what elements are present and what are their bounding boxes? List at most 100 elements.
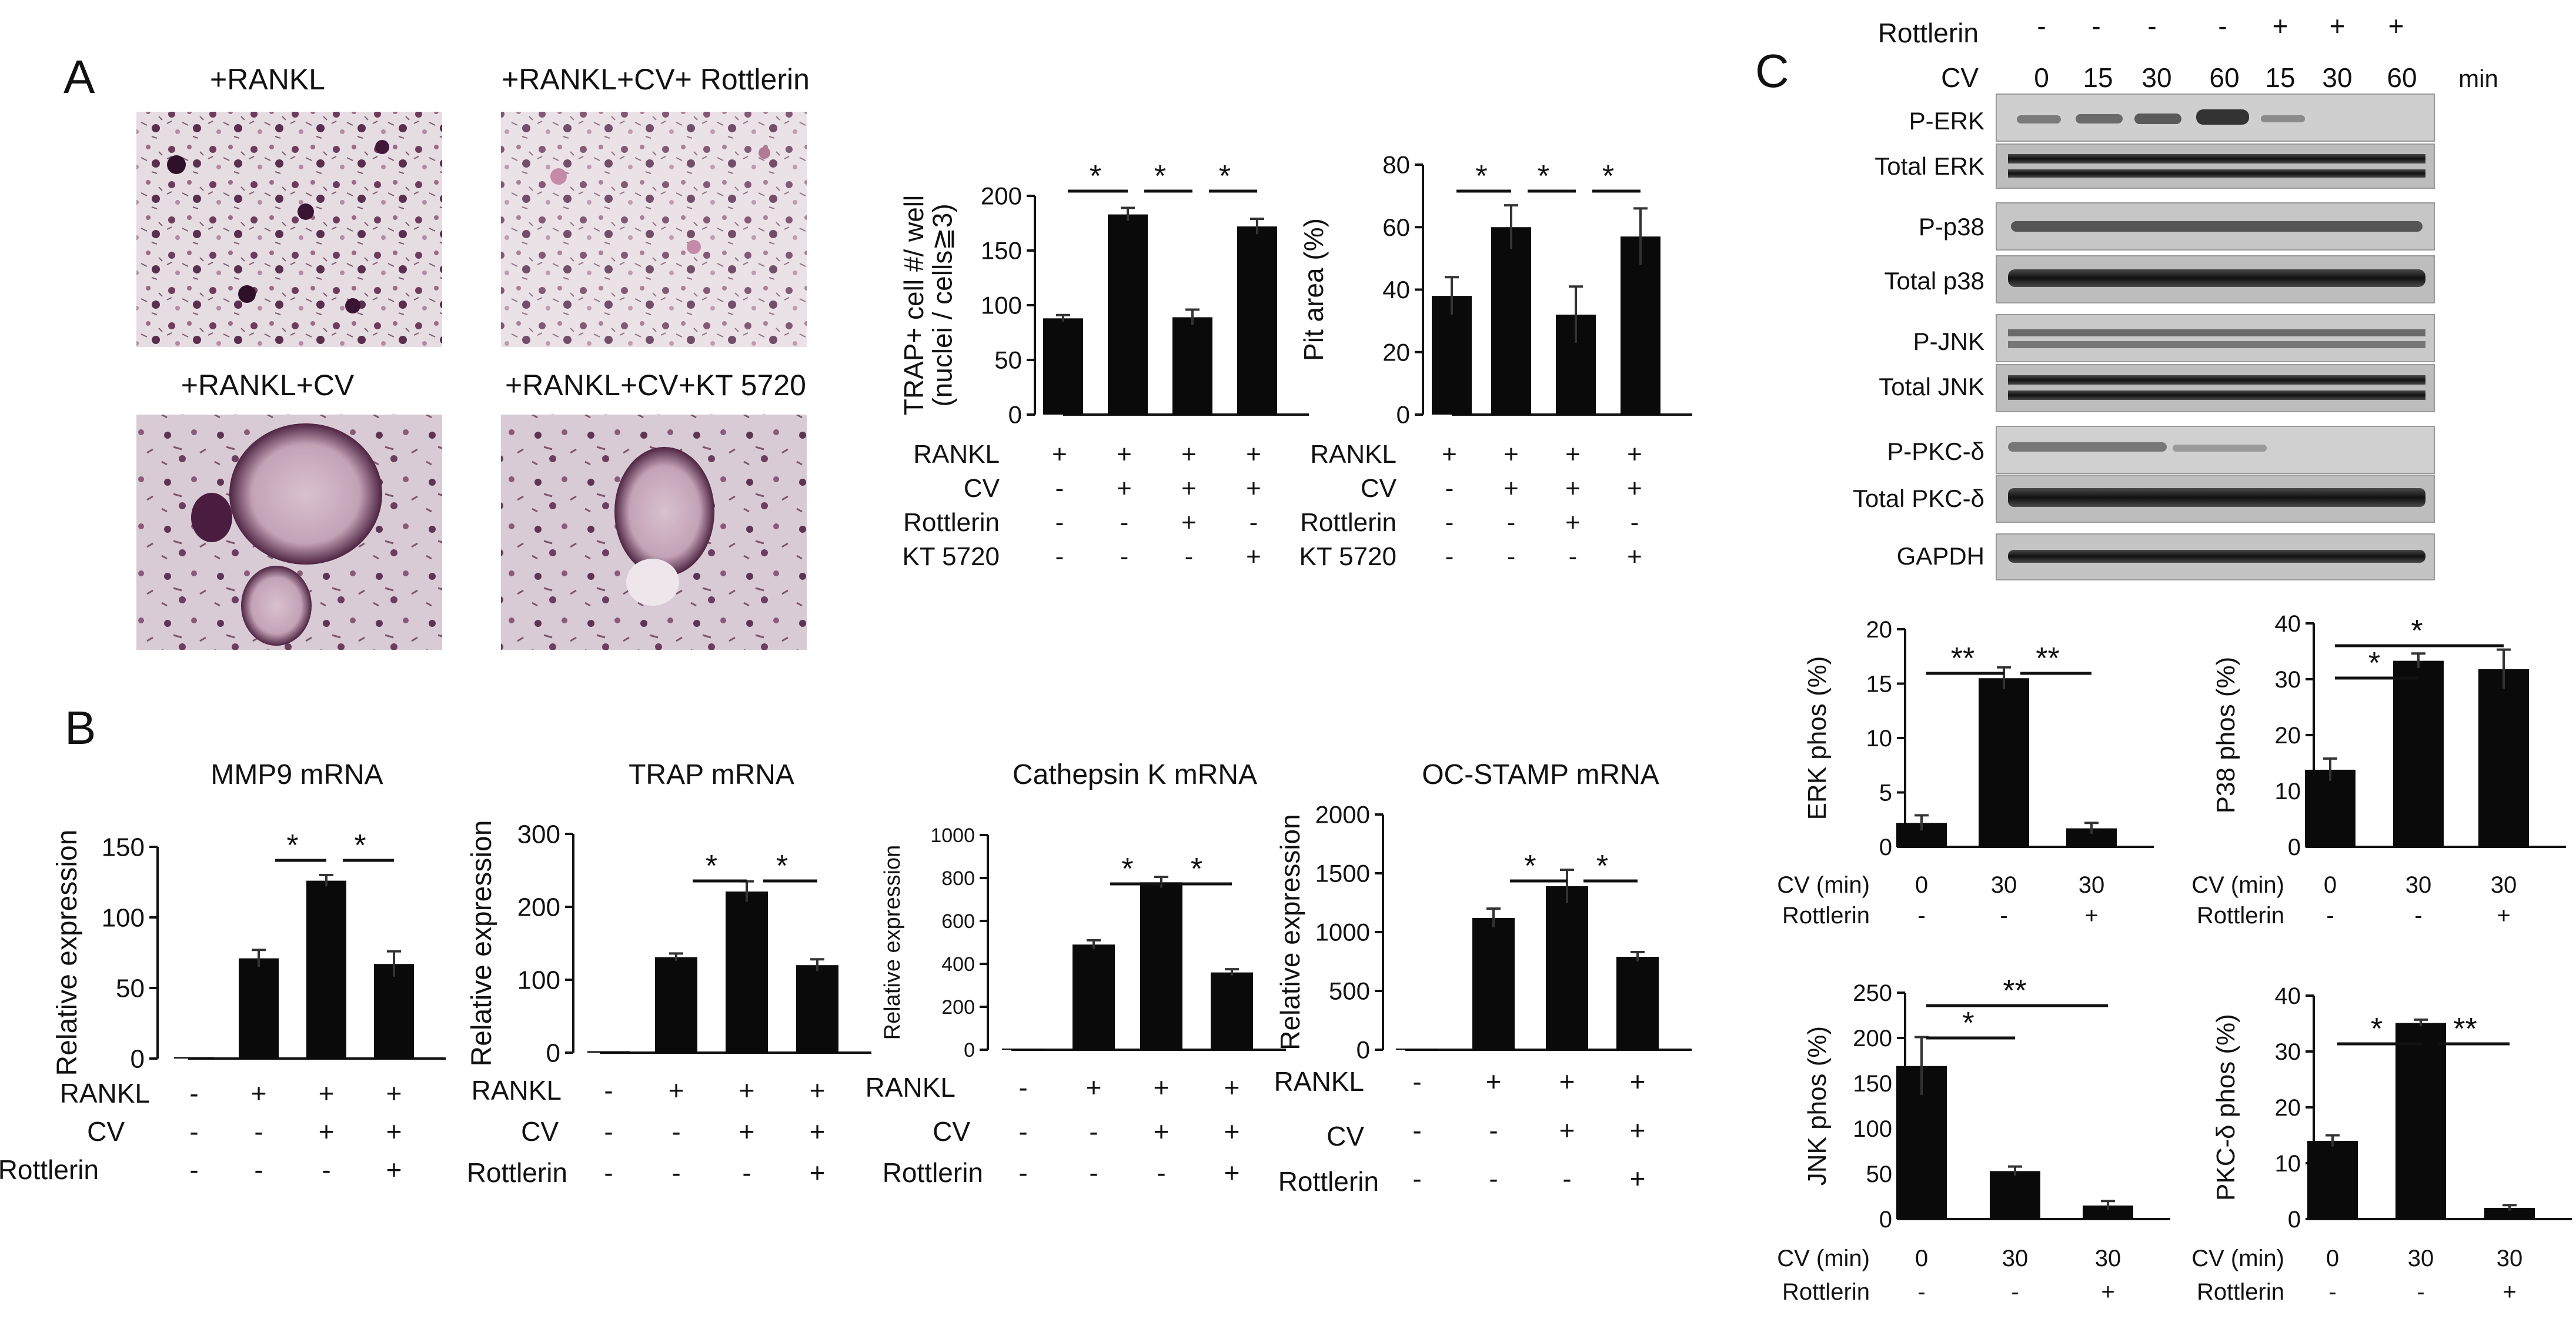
bar [1616, 957, 1659, 1050]
y-tick-label: 10 [2275, 1151, 2301, 1177]
cell: - [2326, 903, 2334, 929]
significance-label: * [1121, 852, 1133, 886]
bar [2305, 769, 2356, 847]
cell: - [1412, 1115, 1421, 1146]
bar [1491, 227, 1531, 415]
panel-b-letter: B [65, 702, 96, 754]
chart-title: MMP9 mRNA [211, 759, 383, 790]
y-tick-label: 0 [2288, 834, 2301, 860]
y-tick-label: 60 [1382, 213, 1410, 241]
cell: - [1055, 542, 1064, 571]
cell: + [1627, 474, 1642, 503]
cell: + [1117, 440, 1132, 469]
y-tick-label: 0 [1879, 1207, 1892, 1233]
cell: + [2497, 903, 2510, 929]
cell: + [386, 1154, 402, 1185]
y-tick-label: 800 [941, 867, 975, 890]
cell: 30 [2405, 872, 2432, 898]
bar [2478, 669, 2529, 847]
y-tick-label: 20 [2275, 1095, 2301, 1121]
cell: + [1086, 1072, 1102, 1103]
y-tick-label: 0 [1008, 401, 1022, 429]
chart-p38: 0 10 20 30 40 P38 phos (%) * * [2211, 611, 2566, 860]
cond-table-b-mmp9: RANKL CV Rottlerin - + + + - - + + - - -… [0, 1078, 402, 1185]
cell: + [1181, 474, 1197, 503]
micrograph-rankl-cv [136, 415, 442, 650]
blot-label: Total PKC-δ [1853, 485, 1984, 512]
cond-table-b-trap: RANKL CV Rottlerin - + + + - - + + - - -… [467, 1075, 826, 1188]
cell: - [1569, 542, 1578, 571]
row-label: RANKL [913, 440, 1000, 469]
cell: + [1181, 508, 1197, 537]
blot-label: Total ERK [1875, 152, 1984, 180]
y-tick-label: 30 [2275, 1039, 2301, 1065]
blot-total-jnk: Total JNK [1879, 364, 2435, 412]
bar [1073, 944, 1115, 1050]
y-tick-label: 500 [1329, 977, 1370, 1005]
y-tick-label: 0 [1396, 401, 1410, 429]
y-tick-label: 1000 [1315, 919, 1370, 946]
y-tick-label: 250 [1853, 980, 1892, 1006]
y-tick-label: 2000 [1315, 801, 1370, 829]
y-axis-label: Relative expression [52, 830, 83, 1076]
cell: + [1630, 1066, 1646, 1097]
cell: 30 [1991, 872, 2017, 898]
cell: - [1445, 474, 1454, 503]
y-tick-label: 15 [1866, 672, 1893, 697]
blot-p-jnk: P-JNK [1913, 314, 2435, 362]
y-tick-label: 1500 [1315, 860, 1370, 887]
bar [796, 965, 838, 1053]
cell: - [2147, 11, 2156, 41]
y-tick-label: 600 [941, 910, 975, 933]
panel-b: B RANKL CV Rottlerin - + + + - - + + - -… [0, 702, 1645, 1197]
bar [2307, 1141, 2358, 1219]
cell: - [1489, 1115, 1498, 1146]
significance-label: * [1962, 1006, 1974, 1040]
micro-label-rankl-cv-kt5720: +RANKL+CV+KT 5720 [505, 369, 806, 402]
cell: + [1154, 1072, 1170, 1103]
cell: + [1224, 1116, 1240, 1147]
cell: + [739, 1116, 755, 1147]
bar [655, 957, 697, 1053]
bar [1043, 318, 1083, 415]
cell: - [2000, 903, 2007, 929]
row-label: RANKL [472, 1075, 562, 1106]
significance-label: * [286, 829, 298, 863]
cell: - [1489, 1163, 1498, 1194]
blot-label: GAPDH [1897, 542, 1984, 570]
y-tick-label: 30 [2275, 667, 2301, 693]
cell: - [1185, 542, 1194, 571]
cell: + [1627, 542, 1642, 571]
cell: + [1565, 440, 1581, 469]
cell: - [2417, 1279, 2424, 1305]
y-axis-label: P38 phos (%) [2211, 657, 2240, 814]
blot-label: Total JNK [1879, 373, 1984, 400]
cell: - [1507, 508, 1516, 537]
y-axis-label: Pit area (%) [1298, 218, 1329, 361]
blot-label: P-JNK [1913, 328, 1984, 355]
cell: + [2101, 1279, 2114, 1305]
y-tick-label: 1000 [930, 824, 975, 847]
row-label: CV [87, 1116, 125, 1147]
panel-a: A +RANKL +RANKL+CV+ Rottlerin +RANKL+CV … [64, 51, 1642, 650]
cell: + [386, 1116, 402, 1147]
panel-c: C Rottlerin CV - - - - + + + 0 15 30 60 … [1755, 11, 2522, 1305]
blot-label: P-p38 [1919, 213, 1984, 241]
cell: + [319, 1116, 335, 1147]
cell: + [2388, 11, 2404, 41]
y-axis-label: PKC-δ phos (%) [2211, 1014, 2240, 1201]
bar [239, 958, 279, 1059]
micrograph-rankl [136, 112, 442, 347]
y-tick-label: 200 [1853, 1026, 1892, 1051]
row-label: Rottlerin [903, 508, 1000, 537]
y-tick-label: 10 [1866, 726, 1893, 752]
row-label: Rottlerin [0, 1154, 99, 1185]
cell: + [1503, 440, 1519, 469]
cell: + [669, 1075, 684, 1106]
cell: + [1559, 1115, 1575, 1146]
header-unit: min [2458, 65, 2498, 92]
cell: - [1018, 1116, 1027, 1147]
blot-total-erk: Total ERK [1875, 143, 2435, 189]
y-axis-label: ERK phos (%) [1803, 656, 1832, 820]
